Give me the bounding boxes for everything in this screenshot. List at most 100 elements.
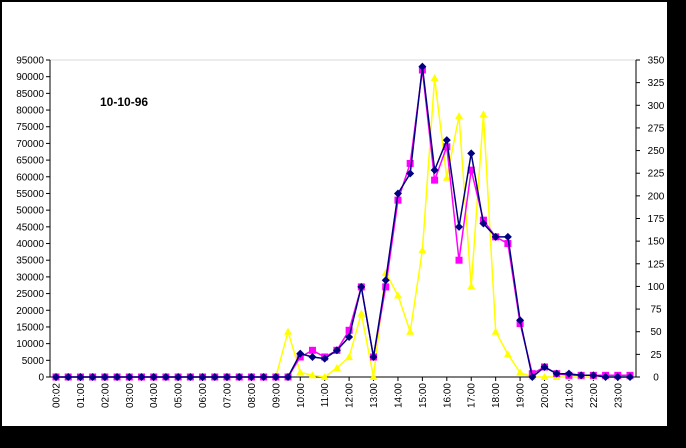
data-point-triangle <box>406 327 415 335</box>
data-point-triangle <box>516 368 525 376</box>
data-point-diamond <box>528 373 537 381</box>
data-point-diamond <box>308 352 317 361</box>
data-point-diamond <box>332 346 341 355</box>
data-point-diamond <box>613 373 622 381</box>
right-tick-label: 100 <box>648 282 665 293</box>
data-point-diamond <box>393 189 402 198</box>
data-point-diamond <box>259 373 268 381</box>
data-point-diamond <box>247 373 256 381</box>
data-point-triangle <box>332 363 341 371</box>
data-point-diamond <box>161 373 170 381</box>
data-point-diamond <box>552 369 561 378</box>
left-tick-label: 60000 <box>16 172 44 183</box>
data-point-diamond <box>564 369 573 378</box>
data-point-diamond <box>503 232 512 241</box>
data-point-triangle <box>503 350 512 358</box>
right-tick-label: 50 <box>650 327 662 338</box>
chart-title: 10-10-96 <box>100 95 148 109</box>
x-tick-label: 13:00 <box>369 383 380 408</box>
data-point-triangle <box>369 373 378 380</box>
data-point-diamond <box>222 373 231 381</box>
left-tick-label: 10000 <box>16 339 44 350</box>
x-tick-label: 17:00 <box>467 383 478 408</box>
x-tick-label: 00:02 <box>52 383 63 408</box>
data-point-triangle <box>467 282 476 290</box>
data-point-diamond <box>174 373 183 381</box>
right-tick-label: 125 <box>648 259 665 270</box>
data-point-diamond <box>491 232 500 241</box>
data-point-triangle <box>296 368 305 376</box>
data-point-triangle <box>418 246 427 254</box>
data-point-diamond <box>137 373 146 381</box>
data-point-diamond <box>430 166 439 175</box>
data-point-diamond <box>357 282 366 291</box>
data-point-triangle <box>357 309 366 317</box>
left-tick-label: 20000 <box>16 306 44 317</box>
data-point-square <box>467 166 475 174</box>
right-tick-label: 325 <box>648 78 665 89</box>
data-point-diamond <box>113 373 122 381</box>
data-point-triangle <box>442 173 451 181</box>
left-tick-label: 75000 <box>16 122 44 133</box>
data-point-diamond <box>52 373 60 381</box>
data-point-diamond <box>345 332 354 341</box>
left-tick-label: 55000 <box>16 189 44 200</box>
data-point-diamond <box>418 62 427 71</box>
data-point-triangle <box>284 327 293 335</box>
data-point-diamond <box>369 352 378 361</box>
right-tick-label: 0 <box>653 373 659 384</box>
data-point-square <box>406 159 414 167</box>
data-point-triangle <box>540 373 549 380</box>
left-tick-label: 0 <box>38 373 44 384</box>
right-tick-label: 300 <box>648 101 665 112</box>
x-tick-label: 10:00 <box>296 383 307 408</box>
data-point-diamond <box>296 349 305 358</box>
data-point-diamond <box>88 373 97 381</box>
data-point-triangle <box>393 291 402 299</box>
left-tick-label: 90000 <box>16 72 44 83</box>
right-tick-label: 25 <box>650 350 662 361</box>
x-tick-label: 03:00 <box>125 383 136 408</box>
series-layer <box>52 62 634 381</box>
data-point-triangle <box>308 371 317 379</box>
x-tick-label: 14:00 <box>393 383 404 408</box>
data-point-diamond <box>64 373 73 381</box>
right-tick-label: 75 <box>650 305 662 316</box>
data-point-triangle <box>455 112 464 120</box>
right-tick-label: 200 <box>648 191 665 202</box>
data-point-square <box>382 283 390 291</box>
x-tick-label: 05:00 <box>174 383 185 408</box>
data-point-triangle <box>320 373 329 380</box>
right-axis-ticks: 0 25 50 75 100 125 150 175 200 225 250 275 300 325 350 <box>636 56 665 384</box>
data-point-diamond <box>479 219 488 228</box>
x-tick-label: 06:00 <box>198 383 209 408</box>
data-point-diamond <box>467 149 476 158</box>
data-point-diamond <box>125 373 134 381</box>
data-point-diamond <box>626 373 634 381</box>
left-tick-label: 45000 <box>16 222 44 233</box>
x-tick-label: 21:00 <box>564 383 575 408</box>
x-tick-label: 18:00 <box>491 383 502 408</box>
data-point-diamond <box>271 373 280 381</box>
left-tick-label: 85000 <box>16 89 44 100</box>
x-tick-label: 15:00 <box>418 383 429 408</box>
data-point-square <box>431 176 439 184</box>
left-tick-label: 80000 <box>16 106 44 117</box>
left-tick-label: 70000 <box>16 139 44 150</box>
data-point-diamond <box>577 371 586 380</box>
right-tick-label: 250 <box>648 146 665 157</box>
left-axis-ticks: 0 5000 10000 15000 20000 25000 30000 35000 40000… <box>16 56 50 384</box>
left-tick-label: 25000 <box>16 289 44 300</box>
x-tick-label: 04:00 <box>149 383 160 408</box>
left-tick-label: 30000 <box>16 272 44 283</box>
right-tick-label: 225 <box>648 169 665 180</box>
data-point-diamond <box>284 373 293 381</box>
right-tick-label: 175 <box>648 214 665 225</box>
data-point-diamond <box>198 373 207 381</box>
data-point-square <box>455 256 463 264</box>
data-point-triangle <box>345 353 354 361</box>
left-tick-label: 65000 <box>16 156 44 167</box>
x-tick-label: 11:00 <box>320 383 331 408</box>
data-point-triangle <box>491 327 500 335</box>
left-tick-label: 5000 <box>22 356 45 367</box>
